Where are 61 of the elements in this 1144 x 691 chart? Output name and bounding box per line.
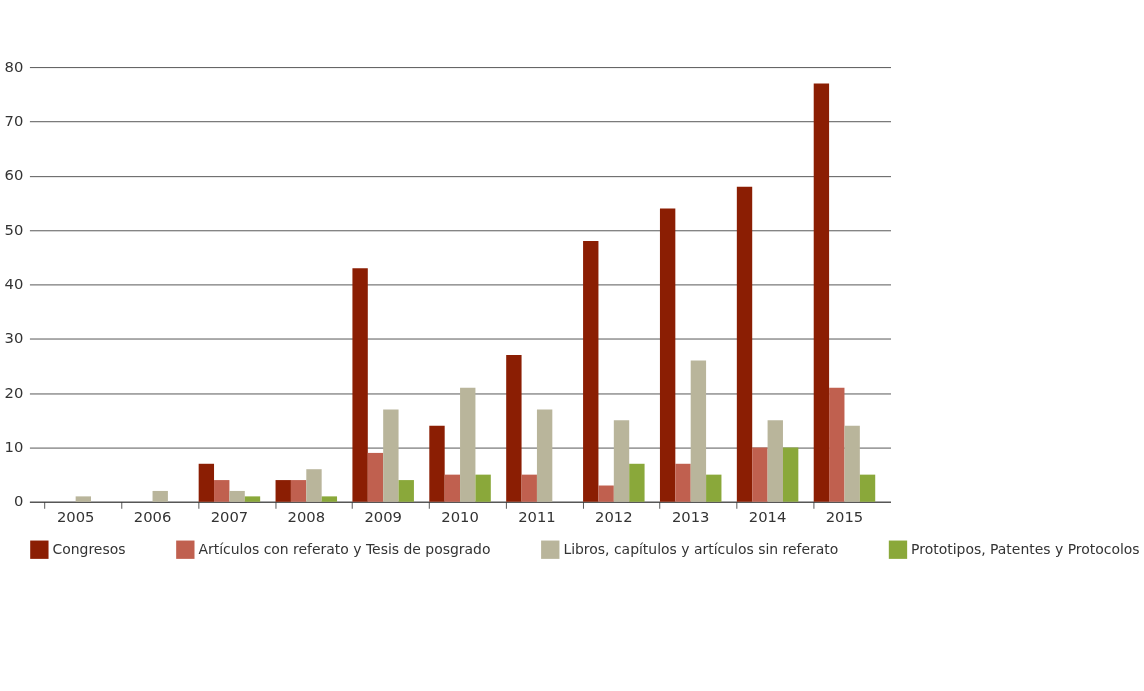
legend-label: Congresos: [52, 540, 126, 557]
bar: [460, 387, 476, 502]
y-tick-label: 20: [4, 383, 24, 401]
bar: [767, 420, 783, 502]
bar: [75, 496, 92, 502]
y-tick-label: 60: [4, 166, 24, 184]
bar: [859, 474, 876, 502]
bar: [782, 447, 799, 502]
bar: [829, 387, 845, 502]
y-tick-label: 0: [13, 492, 24, 510]
x-tick-label: 2010: [441, 507, 479, 525]
legend-label: Libros, capítulos y artículos sin referato: [563, 540, 839, 557]
legend-label: Prototipos, Patentes y Protocolos: [911, 540, 1140, 557]
bar: [152, 490, 168, 502]
y-tick-label: 70: [4, 112, 24, 130]
bar: [244, 496, 261, 502]
bar: [629, 463, 645, 502]
bar: [813, 83, 830, 502]
bar: [198, 463, 215, 502]
bar: [444, 474, 461, 502]
bar: [290, 480, 307, 502]
bar: [506, 355, 522, 502]
bar: [736, 186, 753, 502]
x-tick-label: 2008: [287, 507, 326, 525]
legend-label: Artículos con referato y Tesis de posgrado: [198, 540, 491, 557]
x-tick-label: 2015: [825, 507, 864, 525]
x-tick-label: 2009: [364, 507, 402, 525]
bar: [383, 409, 399, 502]
y-tick-label: 30: [4, 329, 24, 347]
x-tick-label: 2012: [595, 507, 633, 525]
bar: [583, 241, 599, 502]
bar: [429, 425, 445, 502]
y-tick-label: 10: [4, 437, 24, 455]
bar: [214, 480, 230, 502]
bar: [675, 463, 691, 502]
x-tick-label: 2014: [748, 507, 787, 525]
bar: [521, 474, 537, 502]
bar: [475, 474, 491, 502]
y-tick-label: 80: [4, 57, 24, 75]
bar: [275, 480, 291, 502]
y-tick-label: 50: [4, 220, 24, 238]
bar: [306, 469, 322, 502]
bar: [659, 208, 676, 502]
y-tick-label: 40: [4, 275, 24, 292]
x-tick-label: 2007: [210, 507, 249, 525]
bar: [321, 496, 338, 502]
x-tick-label: 2013: [671, 507, 710, 525]
bar: [352, 268, 368, 502]
bar: [752, 447, 768, 502]
bar: [367, 452, 384, 502]
x-tick-label: 2005: [56, 507, 95, 525]
bar: [613, 420, 630, 502]
bar: [706, 474, 722, 502]
bar: [598, 485, 614, 502]
bar: [229, 490, 245, 502]
bar: [536, 409, 553, 502]
bar: [690, 360, 707, 502]
bar: [398, 480, 414, 502]
bar: [844, 425, 860, 502]
x-tick-label: 2006: [133, 507, 172, 525]
x-tick-label: 2011: [518, 507, 556, 525]
